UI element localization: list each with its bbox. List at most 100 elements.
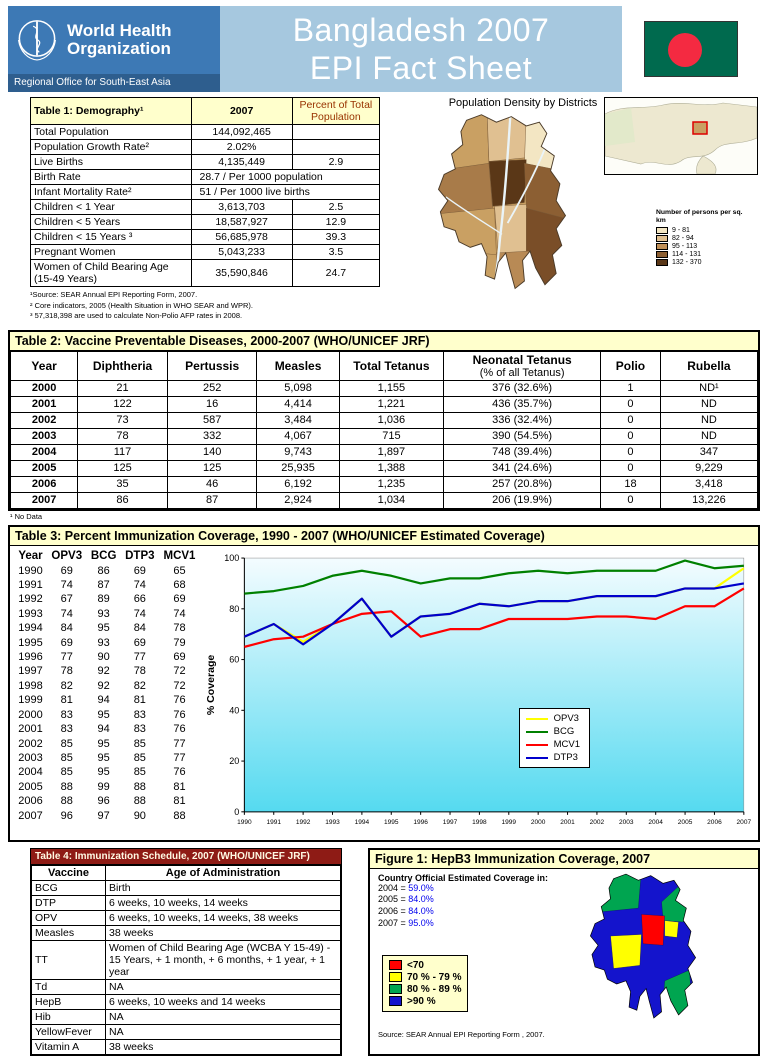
table-cell: 2007 [18, 809, 43, 822]
demography-section: Table 1: Demography¹ 2007 Percent of Tot… [8, 96, 760, 322]
table-cell: NA [105, 978, 341, 995]
x-tick-label: 1997 [443, 819, 458, 826]
table-cell: 12.9 [291, 214, 381, 231]
table-cell: 38 weeks [105, 924, 341, 941]
table-row: 2007 86 87 2,924 1,034 206 (19.9%) 0 13,226 [9, 491, 759, 509]
table-cell: Women of Child Bearing Age (WCBA Y 15-49… [105, 939, 341, 980]
coverage-value: 84.0% [408, 906, 434, 916]
table-cell: Live Births [30, 154, 192, 171]
legend-swatch [656, 259, 668, 267]
table-cell: 2,924 [256, 491, 340, 509]
table-cell: 95 [97, 622, 110, 635]
asia-inset-map [604, 97, 758, 175]
table-cell: 88 [133, 780, 146, 793]
figure1-title: Figure 1: HepB3 Immunization Coverage, 2… [370, 849, 758, 869]
table-cell: 99 [97, 780, 110, 793]
vpd-table: Year Diphtheria Pertussis Measles Total Teta… [9, 350, 759, 509]
table4-body: BCG Birth DTP 6 weeks, 10 weeks, 14 weeks OP… [31, 879, 341, 1055]
coverage-value: 59.0% [408, 882, 434, 893]
table-cell: 2001 [9, 395, 79, 413]
table-cell: 77 [60, 651, 73, 664]
table-cell: 68 [173, 579, 186, 592]
density-legend-item: 132 - 370 [656, 259, 744, 267]
x-tick-label: 1992 [296, 819, 311, 826]
table-cell: Birth [105, 879, 341, 896]
who-emblem-icon [14, 17, 60, 63]
table-row: 2004 85 95 85 76 [14, 765, 200, 779]
table-cell: 2.9 [291, 154, 381, 171]
table-row: Women of Child Bearing Age (15-49 Years)… [30, 259, 381, 288]
table3-section: Table 3: Percent Immunization Coverage, … [8, 524, 760, 842]
table-row: 2006 35 46 6,192 1,235 257 (20.8%) 18 3,418 [9, 475, 759, 493]
x-tick-label: 1994 [355, 819, 370, 826]
table-cell: 390 (54.5%) [443, 427, 602, 445]
column-header: MCV1 [163, 549, 196, 562]
legend-label: OPV3 [553, 713, 579, 725]
table-cell: 1,155 [338, 379, 445, 397]
coverage-year: 2004 = [378, 882, 409, 893]
table-header-row: Year Diphtheria Pertussis Measles Total Teta… [9, 350, 759, 381]
table2-section: Table 2: Vaccine Preventable Diseases, 2… [8, 329, 760, 511]
table-cell: 1,235 [338, 475, 445, 493]
column-header: Vaccine [31, 864, 106, 881]
table-cell: 74 [60, 579, 73, 592]
table-cell: 88 [60, 780, 73, 793]
x-tick-label: 2005 [678, 819, 693, 826]
table-cell: 76 [173, 694, 186, 707]
coverage-year: 2005 = [378, 894, 409, 905]
who-logo-block: World Health Organization Regional Offic… [8, 6, 220, 92]
table-cell: 69 [173, 651, 186, 664]
table-cell: 95 [97, 766, 110, 779]
chart-legend-item: MCV1 [525, 739, 581, 751]
table-cell: 125 [77, 459, 168, 477]
table-cell: 85 [133, 766, 146, 779]
table-cell: 81 [133, 694, 146, 707]
figure1-content: Country Official Estimated Coverage in: … [370, 869, 758, 1041]
table-header-row: Vaccine Age of Administration [31, 864, 341, 881]
table-cell: 25,935 [256, 459, 340, 477]
table-row: 1992 67 89 66 69 [14, 592, 200, 606]
table1-footnotes: ¹Source: SEAR Annual EPI Reporting Form,… [30, 290, 380, 322]
table-cell: 16 [166, 395, 258, 413]
table3-content: Year OPV3 BCG DTP3 MCV1 1990 69 86 69 65 1991 74 87… [10, 546, 758, 840]
table-cell: 96 [97, 795, 110, 808]
region-label: Regional Office for South-East Asia [8, 74, 220, 92]
header: World Health Organization Regional Offic… [8, 6, 760, 92]
column-header: Measles [256, 350, 340, 381]
density-legend-item: 114 - 131 [656, 251, 744, 259]
table-row: Hib NA [31, 1008, 341, 1025]
table-cell: 1990 [18, 564, 43, 577]
table-row: 2002 85 95 85 77 [14, 737, 200, 751]
coverage-chart-box: 0 20 40 60 80 100 1990 1991 1992 1993 1994 1995 1996… [204, 550, 756, 838]
series-line-BCG [244, 559, 744, 595]
table-cell: 83 [60, 723, 73, 736]
table-cell: 69 [60, 564, 73, 577]
page-title: Bangladesh 2007 EPI Fact Sheet [293, 11, 550, 88]
legend-label: MCV1 [553, 739, 581, 751]
table-cell: 35,590,846 [190, 259, 293, 288]
table-cell: 9,229 [659, 459, 759, 477]
column-header: Pertussis [166, 350, 258, 381]
table-cell: 3,613,703 [190, 199, 293, 216]
table-cell: 140 [166, 443, 258, 461]
table-row: DTP 6 weeks, 10 weeks, 14 weeks [31, 894, 341, 911]
table-row: Measles 38 weeks [31, 924, 341, 941]
table-cell: 4,067 [256, 427, 340, 445]
legend-swatch [656, 227, 668, 235]
coverage-estimates-label: Country Official Estimated Coverage in: [378, 872, 549, 883]
table-row: 1991 74 87 74 68 [14, 578, 200, 592]
table-cell: NA [105, 1023, 341, 1040]
column-header: Total Tetanus [338, 350, 445, 381]
table-cell: NA [105, 1008, 341, 1025]
table-row: 2003 85 95 85 77 [14, 751, 200, 765]
table-cell: Infant Mortality Rate² [30, 184, 192, 201]
table-row: Infant Mortality Rate² 51 / Per 1000 live… [30, 184, 381, 201]
table-cell: ND¹ [659, 379, 759, 397]
table-cell: 88 [173, 809, 186, 822]
table-row: Population Growth Rate² 2.02% [30, 139, 381, 156]
x-tick-label: 2004 [648, 819, 663, 826]
table-cell: 206 (19.9%) [443, 491, 602, 509]
legend-label: <70 [407, 959, 424, 971]
table-cell: 2000 [18, 708, 43, 721]
table3-title: Table 3: Percent Immunization Coverage, … [10, 526, 758, 546]
